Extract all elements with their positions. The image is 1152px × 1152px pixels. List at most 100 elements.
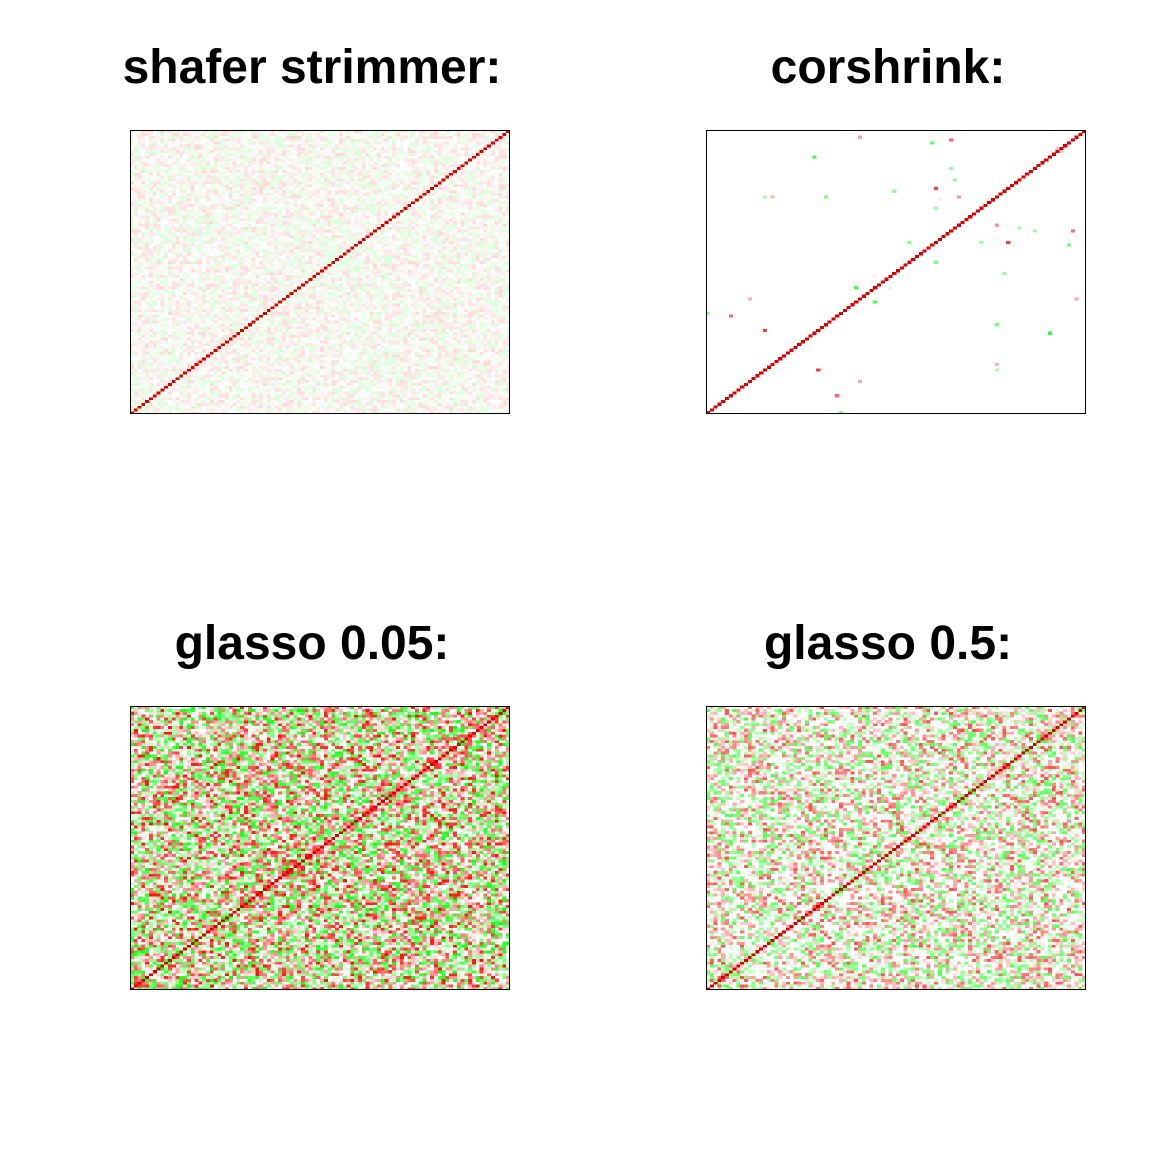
heatmap-cell	[468, 371, 473, 375]
heatmap-cell	[137, 354, 142, 358]
diagonal-cell	[240, 328, 245, 332]
heatmap-cell	[418, 320, 423, 324]
heatmap-cell	[217, 266, 222, 270]
heatmap-cell	[472, 388, 477, 392]
heatmap-cell	[293, 379, 298, 384]
heatmap-cell	[141, 272, 146, 276]
heatmap-cell	[468, 291, 473, 296]
heatmap-cell	[145, 334, 150, 338]
heatmap-cell	[278, 311, 283, 315]
heatmap-cell	[335, 394, 340, 398]
heatmap-cell	[130, 385, 135, 389]
heatmap-cell	[175, 331, 180, 335]
heatmap-cell	[388, 272, 393, 276]
heatmap-cell	[487, 343, 492, 347]
heatmap-cell	[373, 374, 378, 378]
heatmap-cell	[460, 351, 465, 355]
heatmap-cell	[133, 291, 138, 296]
heatmap-cell	[304, 405, 309, 409]
heatmap-cell	[171, 272, 176, 276]
heatmap-cell	[327, 345, 332, 349]
heatmap-cell	[179, 354, 184, 358]
heatmap-cell	[399, 365, 404, 369]
heatmap-cell	[141, 325, 146, 330]
heatmap-cell	[456, 340, 461, 344]
heatmap-cell	[377, 272, 382, 276]
heatmap-cell	[494, 379, 499, 384]
heatmap-cell	[479, 402, 484, 406]
heatmap-cell	[244, 277, 249, 281]
heatmap-cell	[190, 277, 195, 281]
heatmap-cell	[361, 405, 366, 409]
heatmap-cell	[335, 391, 340, 395]
heatmap-cell	[274, 274, 279, 278]
heatmap-cell	[445, 314, 450, 318]
heatmap-cell	[320, 308, 325, 313]
heatmap-cell	[494, 402, 499, 406]
heatmap-cell	[377, 402, 382, 406]
heatmap-cell	[228, 311, 233, 315]
heatmap-cell	[255, 286, 260, 290]
heatmap-cell	[430, 394, 435, 398]
heatmap-cell	[483, 314, 488, 318]
heatmap-cell	[312, 272, 317, 276]
heatmap-cell	[266, 340, 271, 344]
heatmap-cell	[346, 291, 351, 296]
heatmap-cell	[285, 382, 290, 386]
heatmap-cell	[491, 360, 496, 364]
heatmap-cell	[323, 371, 328, 375]
heatmap-cell	[285, 402, 290, 406]
heatmap-cell	[441, 291, 446, 296]
heatmap-cell	[475, 340, 480, 344]
heatmap-cell	[479, 320, 484, 324]
heatmap-cell	[137, 286, 142, 290]
heatmap-cell	[164, 289, 169, 293]
heatmap-cell	[464, 314, 469, 318]
heatmap-cell	[259, 362, 264, 367]
heatmap-cell	[133, 411, 138, 414]
heatmap-cell	[346, 331, 351, 335]
heatmap-cell	[232, 357, 237, 361]
heatmap-cell	[407, 266, 412, 270]
heatmap-cell	[320, 297, 325, 301]
heatmap-cell	[183, 294, 188, 298]
heatmap-cell	[285, 362, 290, 367]
heatmap-cell	[464, 297, 469, 301]
heatmap-cell	[403, 297, 408, 301]
heatmap-cell	[365, 343, 370, 347]
heatmap-cell	[278, 291, 283, 296]
heatmap-cell	[141, 382, 146, 386]
heatmap-cell	[479, 314, 484, 318]
heatmap-cell	[377, 354, 382, 358]
heatmap-cell	[160, 394, 165, 398]
heatmap-cell	[396, 320, 401, 324]
heatmap-cell	[213, 297, 218, 301]
heatmap-cell	[331, 402, 336, 406]
heatmap-cell	[323, 377, 328, 381]
heatmap-cell	[434, 377, 439, 381]
heatmap-cell	[475, 280, 480, 284]
heatmap-cell	[369, 277, 374, 281]
heatmap-cell	[225, 371, 230, 375]
heatmap-cell	[472, 351, 477, 355]
heatmap-cell	[354, 269, 359, 273]
heatmap-cell	[149, 269, 154, 273]
heatmap-cell	[304, 345, 309, 349]
heatmap-cell	[472, 300, 477, 304]
heatmap-cell	[373, 280, 378, 284]
heatmap-cell	[278, 354, 283, 358]
heatmap-cell	[221, 277, 226, 281]
heatmap-cell	[358, 274, 363, 278]
heatmap-cell	[152, 365, 157, 369]
heatmap-cell	[479, 328, 484, 332]
heatmap-cell	[160, 334, 165, 338]
heatmap-cell	[498, 300, 503, 304]
heatmap-cell	[418, 291, 423, 296]
heatmap-cell	[346, 300, 351, 304]
heatmap-cell	[206, 411, 211, 414]
heatmap-cell	[506, 334, 510, 338]
heatmap-cell	[240, 348, 245, 352]
heatmap-cell	[240, 411, 245, 414]
heatmap-cell	[361, 391, 366, 395]
heatmap-cell	[498, 331, 503, 335]
